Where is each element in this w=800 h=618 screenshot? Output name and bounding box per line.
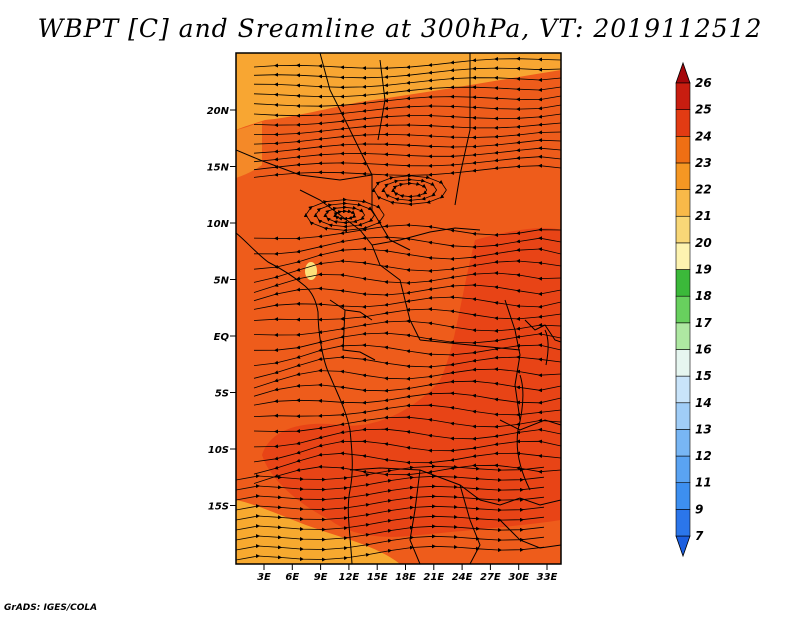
chart-title: WBPT [C] and Sreamline at 300hPa, VT: 20… <box>37 14 763 43</box>
colorbar-label: 22 <box>695 183 712 197</box>
streamline <box>253 379 561 397</box>
streamline <box>253 271 561 293</box>
colorbar-box <box>675 189 691 217</box>
colorbar-label: 16 <box>695 342 712 356</box>
streamline <box>236 544 545 562</box>
colorbar-box <box>675 375 691 404</box>
lon-tick-label: 24E <box>452 572 473 583</box>
wbpt-field-north-band-2 <box>236 122 262 178</box>
colorbar-label: 11 <box>695 476 712 490</box>
streamlines <box>236 56 561 562</box>
lon-tick-label: 3E <box>257 572 271 583</box>
latitude-ticks: 20N 15N 10N 5N EQ 5S 10S 15S <box>207 106 236 513</box>
longitude-ticks: 3E 6E 9E 12E 15E 18E 21E 24E 27E 30E 33E <box>257 564 558 583</box>
streamline <box>253 451 561 475</box>
colorbar-label: 26 <box>695 76 712 90</box>
lat-tick-label: 15S <box>208 502 229 513</box>
streamline <box>253 258 561 283</box>
lat-tick-label: 5S <box>215 389 229 400</box>
colorbar-box <box>675 322 691 350</box>
colorbar-bottom-arrow <box>675 535 691 558</box>
colorbar-box <box>675 82 691 110</box>
map-frame <box>235 52 562 565</box>
streamline <box>253 355 561 379</box>
colorbar-label: 7 <box>695 529 704 543</box>
streamline <box>381 177 437 203</box>
colorbar-box <box>675 242 691 270</box>
streamline <box>253 66 561 80</box>
colorbar-box <box>675 402 691 430</box>
colorbar-label: 24 <box>695 129 712 143</box>
colorbar-label: 19 <box>695 263 712 277</box>
colorbar-box <box>675 215 691 244</box>
streamline <box>253 439 561 463</box>
colorbar-label: 25 <box>695 103 712 117</box>
streamline <box>253 295 561 310</box>
colorbar-label: 13 <box>695 422 712 436</box>
colorbar-label: 21 <box>695 209 712 223</box>
streamline <box>391 181 428 199</box>
lon-tick-label: 18E <box>395 572 416 583</box>
streamline <box>253 367 561 389</box>
streamline <box>323 205 365 225</box>
lon-tick-label: 30E <box>508 572 529 583</box>
colorbar-label: 9 <box>695 502 703 516</box>
colorbar-label: 18 <box>695 289 712 303</box>
streamline <box>253 283 561 302</box>
colorbar-label: 20 <box>695 236 712 250</box>
lon-tick-label: 33E <box>537 572 558 583</box>
colorbar-box <box>675 109 691 137</box>
colorbar-label: 15 <box>695 369 712 383</box>
streamline <box>333 209 357 221</box>
colorbar-box <box>675 295 691 324</box>
colorbar-box <box>675 455 691 484</box>
colorbar-box <box>675 162 691 190</box>
colorbar-box <box>675 349 691 377</box>
colorbar-box <box>675 135 691 164</box>
streamline <box>253 391 561 406</box>
lat-tick-label: EQ <box>214 332 230 343</box>
coastlines-and-borders <box>236 53 561 564</box>
lat-tick-label: 10S <box>208 445 229 456</box>
colorbar-box <box>675 482 691 510</box>
lon-tick-label: 6E <box>285 572 299 583</box>
lon-tick-label: 27E <box>480 572 501 583</box>
lat-tick-label: 20N <box>207 106 230 117</box>
lon-tick-label: 15E <box>367 572 388 583</box>
streamline <box>313 201 375 229</box>
lon-tick-label: 21E <box>423 572 444 583</box>
colorbar-label: 23 <box>695 156 712 170</box>
lon-tick-label: 9E <box>314 572 328 583</box>
colorbar: 7 9 11 12 13 14 15 16 17 18 19 20 21 22 23 24 25 26 <box>675 61 712 558</box>
lat-tick-label: 5N <box>214 276 230 287</box>
colorbar-box <box>675 509 691 537</box>
grads-credit: GrADS: IGES/COLA <box>4 603 98 613</box>
colorbar-label: 17 <box>695 316 712 330</box>
colorbar-top-arrow <box>675 61 691 84</box>
colorbar-label: 14 <box>695 396 712 410</box>
map-panel <box>236 53 561 564</box>
lon-tick-label: 12E <box>339 572 360 583</box>
colorbar-box <box>675 269 691 297</box>
colorbar-box <box>675 429 691 457</box>
colorbar-label: 12 <box>695 449 712 463</box>
lat-tick-label: 15N <box>207 163 230 174</box>
lat-tick-label: 10N <box>207 219 230 230</box>
